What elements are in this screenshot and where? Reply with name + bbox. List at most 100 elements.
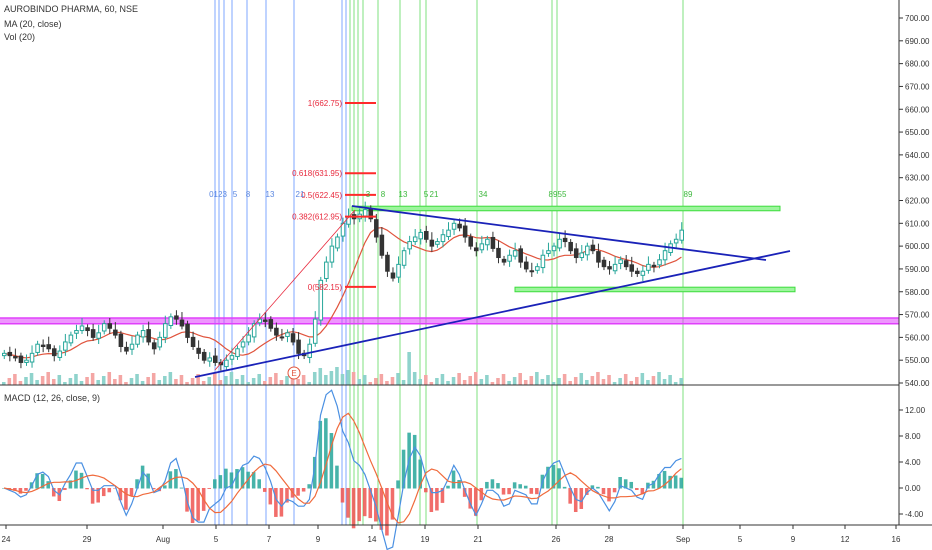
volume-bar: [429, 382, 434, 385]
macd-histogram-bar: [579, 488, 584, 509]
macd-histogram-bar: [335, 465, 339, 489]
volume-bar: [224, 376, 228, 385]
time-tick-label: Sep: [676, 535, 691, 544]
candle-body: [285, 332, 290, 337]
volume-bar: [512, 377, 517, 385]
candle-body: [235, 348, 240, 358]
candle-body: [673, 238, 679, 244]
price-tick-label: 540.00: [905, 379, 930, 388]
candle-body: [573, 248, 579, 259]
volume-bar: [568, 381, 572, 385]
fib-count-label: 0123: [209, 190, 227, 199]
candle-body: [107, 323, 113, 329]
candle-body: [46, 344, 51, 350]
volume-bar: [668, 375, 672, 385]
candle-body: [457, 223, 462, 229]
time-tick-label: 16: [892, 535, 901, 544]
macd-histogram-bar: [79, 472, 84, 489]
volume-bar: [435, 378, 439, 385]
candle-body: [651, 264, 657, 268]
macd-legend[interactable]: MACD (12, 26, close, 9): [4, 393, 101, 403]
volume-bar: [657, 372, 661, 385]
macd-histogram-bar: [346, 488, 350, 518]
volume-bar: [262, 381, 267, 385]
candle-body: [101, 323, 107, 332]
macd-histogram-bar: [118, 488, 123, 501]
macd-histogram-bar: [163, 485, 167, 489]
macd-histogram-bar: [13, 488, 17, 491]
candle-body: [29, 352, 35, 363]
volume-bar: [440, 374, 445, 385]
candle-body: [623, 260, 629, 268]
candle-body: [140, 330, 146, 338]
fib-count-label: 89: [549, 190, 558, 199]
vol-legend[interactable]: Vol (20): [4, 32, 36, 42]
volume-bar: [490, 382, 495, 385]
macd-histogram-bar: [557, 468, 561, 489]
volume-bar: [662, 379, 667, 385]
volume-bar: [485, 375, 489, 385]
macd-histogram-bar: [262, 488, 267, 492]
time-tick-label: 7: [267, 535, 272, 544]
volume-bar: [57, 375, 62, 385]
macd-tick-label: 4.00: [905, 458, 921, 467]
candle-body: [424, 231, 429, 240]
macd-histogram-bar: [535, 488, 539, 495]
fib-count-label: 55: [558, 190, 567, 199]
macd-histogram-bar: [479, 488, 484, 501]
macd-histogram-bar: [312, 456, 317, 489]
symbol-title[interactable]: AUROBINDO PHARMA, 60, NSE: [4, 4, 139, 14]
ma-legend[interactable]: MA (20, close): [4, 19, 62, 29]
volume-bar: [529, 376, 534, 385]
macd-histogram-bar: [207, 488, 212, 489]
candle-body: [473, 247, 479, 252]
volume-bar: [551, 382, 556, 385]
volume-bar: [179, 375, 184, 385]
candle-body: [446, 229, 451, 238]
volume-bar: [218, 380, 223, 385]
candle-body: [635, 270, 640, 274]
volume-bar: [496, 378, 500, 385]
candle-body: [135, 334, 140, 345]
candle-body: [462, 225, 468, 238]
volume-bar: [168, 372, 173, 385]
macd-histogram-bar: [218, 475, 223, 489]
candle-body: [401, 250, 407, 266]
volume-bar: [462, 380, 467, 385]
macd-histogram-bar: [240, 467, 245, 489]
macd-histogram-bar: [174, 469, 178, 489]
fib-count-label: 13: [399, 190, 408, 199]
candle-body: [407, 241, 412, 250]
volume-bar: [246, 382, 250, 385]
candle-body: [268, 319, 274, 329]
volume-bar: [596, 372, 600, 385]
candle-body: [579, 252, 585, 259]
fib-count-label: 5: [233, 190, 238, 199]
candle-body: [523, 261, 529, 270]
macd-line: [3, 389, 682, 550]
candle-body: [551, 245, 557, 252]
volume-bar: [346, 370, 350, 385]
macd-histogram-bar: [213, 479, 217, 489]
volume-bar: [362, 375, 367, 385]
volume-bar: [374, 378, 378, 385]
candle-body: [479, 243, 485, 251]
candle-body: [24, 359, 29, 363]
candle-body: [612, 263, 618, 272]
volume-bar: [562, 374, 567, 385]
earnings-label: E: [291, 369, 296, 378]
macd-histogram-bar: [596, 486, 600, 489]
candle-body: [240, 341, 246, 348]
volume-bar: [240, 375, 245, 385]
candle-body: [163, 323, 168, 338]
volume-bar: [2, 382, 6, 385]
macd-histogram-bar: [190, 488, 195, 524]
price-tick-label: 670.00: [905, 82, 930, 91]
fib-count-label: 13: [266, 190, 275, 199]
macd-histogram-bar: [451, 470, 456, 489]
volume-bar: [163, 376, 167, 385]
volume-bar: [257, 374, 261, 385]
volume-bar: [279, 380, 284, 385]
macd-histogram-bar: [251, 472, 256, 489]
